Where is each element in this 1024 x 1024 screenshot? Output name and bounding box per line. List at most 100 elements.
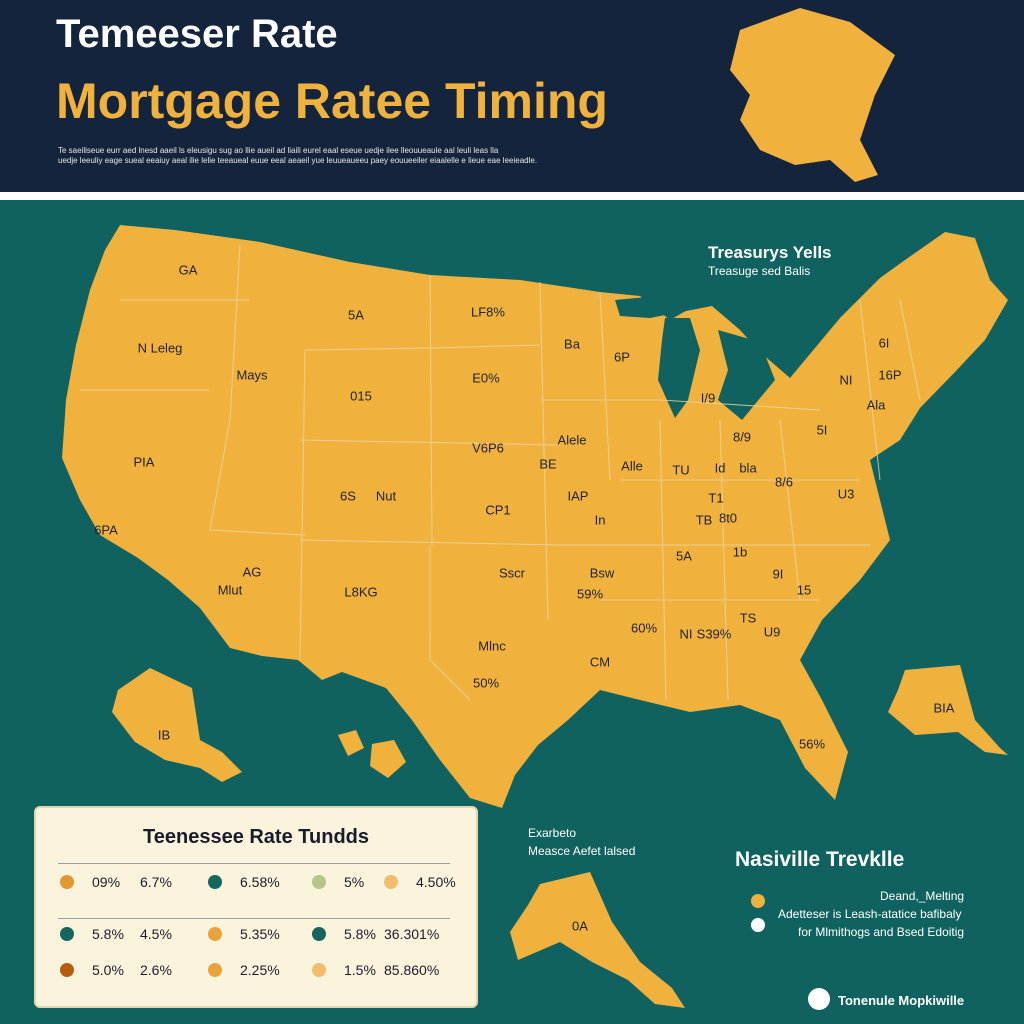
- map-label: IAP: [567, 488, 589, 504]
- map-label: 59%: [576, 586, 604, 602]
- alaska-bottom-shape: [510, 872, 685, 1008]
- legend-dot-gold: [751, 894, 765, 908]
- map-label: Mlnc: [478, 638, 506, 654]
- map-label: Sscr: [499, 565, 525, 581]
- rate-row: 5.8% 4.5% 5.35% 5.8% 36.301%: [58, 920, 458, 950]
- state-border: [540, 399, 821, 411]
- rate-dot: [384, 875, 398, 889]
- rate-dot: [312, 963, 326, 977]
- map-label: 16P: [878, 367, 902, 383]
- map-label: BIA: [933, 700, 955, 716]
- map-label: Mlut: [217, 582, 243, 598]
- alaska-left-shape: [112, 668, 242, 782]
- footer-brand: Tonenule Mopkiwille: [838, 993, 965, 1008]
- rate-cell: 2.25%: [208, 962, 280, 978]
- rate-value: 4.5%: [140, 926, 172, 942]
- hawaii-island: [370, 740, 406, 778]
- rate-dot: [208, 927, 222, 941]
- rate-cell: 36.301%: [384, 926, 439, 942]
- rate-value: 36.301%: [384, 926, 440, 942]
- nashville-title: Nasiville Trevklle: [735, 848, 905, 871]
- rate-cell: 5.0%: [60, 962, 124, 978]
- map-label: 1b: [732, 544, 748, 560]
- map-label: PIA: [133, 454, 155, 470]
- rate-panel-title: Teenessee Rate Tundds: [143, 826, 369, 848]
- rate-row: 09% 6.7% 6.58% 5% 4.50%: [58, 868, 458, 898]
- map-label: Ba: [564, 336, 580, 352]
- rate-cell: 85.860%: [384, 962, 439, 978]
- map-label: AG: [242, 564, 262, 580]
- title-line-2: Mortgage Ratee Timing: [56, 73, 608, 129]
- map-label: 5A: [348, 307, 364, 323]
- map-label: Alle: [621, 458, 643, 474]
- map-label: 6PA: [94, 522, 118, 538]
- rate-row: 5.0% 2.6% 2.25% 1.5% 85.860%: [58, 956, 458, 986]
- map-label: 60%: [630, 620, 658, 636]
- state-border: [299, 349, 306, 661]
- map-label: 15: [796, 582, 812, 598]
- state-border: [429, 545, 471, 701]
- state-border: [859, 299, 881, 481]
- rate-cell: 4.50%: [384, 874, 456, 890]
- state-border: [299, 439, 561, 446]
- state-border: [299, 539, 561, 546]
- rate-value: 2.25%: [240, 962, 280, 978]
- rate-dot: [60, 927, 74, 941]
- map-label: I/9: [700, 390, 716, 406]
- rate-value: 5.35%: [240, 926, 280, 942]
- rate-value: 5.0%: [92, 962, 124, 978]
- map-label: NI: [839, 372, 853, 388]
- state-border: [599, 291, 611, 481]
- state-border: [209, 244, 241, 531]
- map-label: N Leleg: [137, 340, 183, 356]
- rate-value: 1.5%: [344, 962, 376, 978]
- rate-dot: [312, 927, 326, 941]
- rate-value: 6.7%: [140, 874, 172, 890]
- header-alaska-shape: [730, 8, 895, 182]
- lake-michigan: [658, 318, 700, 418]
- map-label: CP1: [485, 502, 511, 518]
- state-border: [779, 419, 801, 601]
- rate-cell: 6.58%: [208, 874, 280, 890]
- hawaii-island: [338, 730, 364, 756]
- map-label: Mays: [236, 367, 268, 383]
- rate-cell: 09%: [60, 874, 120, 890]
- rate-trends-panel: Teenessee Rate Tundds 09% 6.7% 6.58% 5% …: [34, 806, 478, 1008]
- rate-dot: [60, 963, 74, 977]
- lake-erie-huron: [718, 330, 775, 420]
- map-label: 8/9: [732, 429, 752, 445]
- rate-value: 5.8%: [92, 926, 124, 942]
- header-subtext: Te saeiliseue eurr aed lnesd aaeil ls el…: [58, 146, 678, 166]
- rate-cell: 1.5%: [312, 962, 376, 978]
- rate-dot: [60, 875, 74, 889]
- map-label: Ala: [866, 397, 886, 413]
- map-label: TS: [739, 610, 757, 626]
- map-label: IB: [157, 727, 171, 743]
- subtext-line-2: uedje leeuliy eage sueal eeaiuy aeal ili…: [58, 156, 538, 165]
- map-label: V6P6: [472, 440, 504, 456]
- map-label: U3: [837, 486, 855, 502]
- map-label: NI: [679, 626, 693, 642]
- legend-heading: Deand,_Melting: [880, 889, 965, 903]
- rate-cell: 5.8%: [312, 926, 376, 942]
- rate-value: 6.58%: [240, 874, 280, 890]
- map-label: TU: [672, 462, 690, 478]
- map-label: 5I: [816, 422, 828, 438]
- state-border: [429, 274, 433, 546]
- row-divider: [58, 863, 450, 864]
- map-label: Nut: [375, 488, 397, 504]
- map-label: Id: [714, 460, 726, 476]
- map-label: 6S: [340, 488, 356, 504]
- rate-value: 5.8%: [344, 926, 376, 942]
- header-divider: [0, 192, 1024, 200]
- map-label: 5A: [676, 548, 692, 564]
- explanation-title: Exarbeto: [528, 826, 577, 840]
- rate-value: 09%: [92, 874, 121, 890]
- rate-dot: [312, 875, 326, 889]
- contiguous-us-shape: [62, 225, 1008, 808]
- rate-value: 2.6%: [140, 962, 172, 978]
- alaska-right-shape: [888, 665, 1008, 755]
- map-label: BE: [539, 456, 557, 472]
- rate-value: 4.50%: [416, 874, 456, 890]
